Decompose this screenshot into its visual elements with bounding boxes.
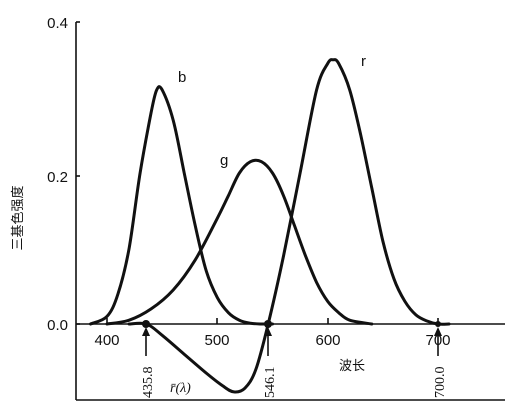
series-b-label: b bbox=[178, 69, 186, 86]
arrow-head-icon bbox=[264, 327, 272, 336]
y-axis: 0.4 0.2 0.0 三基色强度 bbox=[10, 15, 80, 400]
series-r-label: r bbox=[361, 53, 366, 70]
marker-dot bbox=[142, 320, 150, 328]
annotations: 435.8 546.1 700.0 r̄(λ) bbox=[141, 320, 448, 398]
curves-layer bbox=[89, 58, 451, 394]
arrow-head-icon bbox=[142, 327, 150, 336]
x-tick-label: 400 bbox=[94, 332, 119, 349]
y-tick-label: 0.0 bbox=[47, 317, 68, 334]
arrow-head-icon bbox=[434, 327, 442, 336]
series-b-line bbox=[89, 85, 274, 326]
series-r-line bbox=[127, 58, 451, 394]
series-g-line bbox=[105, 158, 374, 326]
annotation-label: 700.0 bbox=[433, 367, 448, 399]
r-bar-lambda-label: r̄(λ) bbox=[170, 381, 191, 396]
x-tick-label: 600 bbox=[315, 332, 340, 349]
y-tick-label: 0.4 bbox=[47, 15, 68, 32]
annotation-label: 546.1 bbox=[263, 367, 278, 399]
series-g-label: g bbox=[220, 152, 228, 169]
annotation-label: 435.8 bbox=[141, 367, 156, 399]
marker-dot bbox=[435, 321, 441, 327]
x-axis: 400 500 600 700 波长 bbox=[76, 318, 505, 401]
marker-dot bbox=[264, 320, 272, 328]
x-tick-label: 500 bbox=[204, 332, 229, 349]
y-axis-label: 三基色强度 bbox=[10, 185, 26, 250]
y-tick-label: 0.2 bbox=[47, 169, 68, 186]
x-axis-label: 波长 bbox=[339, 359, 365, 374]
